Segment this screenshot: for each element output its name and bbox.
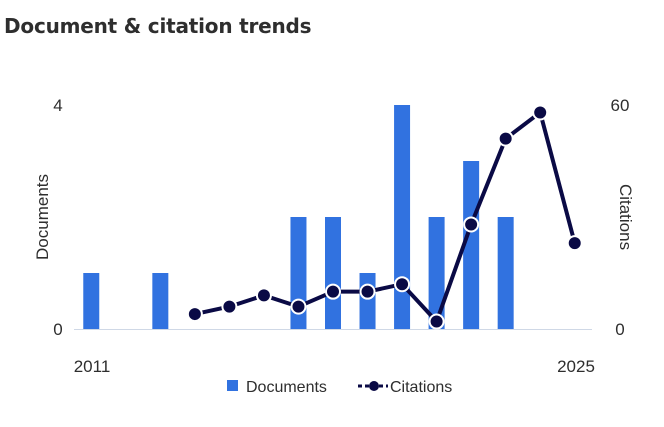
documents-bar-2013 xyxy=(152,273,169,329)
x-tick-label-first: 2011 xyxy=(74,357,111,376)
citations-line xyxy=(186,104,583,330)
y-right-tick-label: 0 xyxy=(615,320,624,339)
documents-bar-2018 xyxy=(325,217,341,329)
documents-bar-2023 xyxy=(497,217,514,329)
y-left-tick-label: 0 xyxy=(53,320,62,339)
documents-bar-2019 xyxy=(359,273,376,329)
legend-label-documents: Documents xyxy=(246,379,327,396)
citations-point-2024 xyxy=(532,104,549,121)
documents-bar-2011 xyxy=(83,273,100,329)
y-left-tick-label: 4 xyxy=(53,96,62,115)
y-left-axis-title: Documents xyxy=(33,174,52,260)
documents-bar-2021 xyxy=(428,217,445,329)
legend-item-documents[interactable]: Documents xyxy=(227,379,327,396)
citations-point-2016 xyxy=(255,287,272,304)
legend: Documents Citations xyxy=(227,379,452,396)
documents-bar-2020 xyxy=(394,105,411,329)
citations-point-2020 xyxy=(394,276,411,293)
y-right-axis-title: Citations xyxy=(616,184,635,250)
citations-point-2019 xyxy=(359,283,376,300)
citations-point-2014 xyxy=(186,306,203,323)
citations-point-2023 xyxy=(497,130,514,147)
citations-point-2018 xyxy=(325,283,341,300)
citations-point-2025 xyxy=(566,235,583,252)
legend-item-citations[interactable]: Citations xyxy=(358,379,452,396)
citations-point-2022 xyxy=(463,216,480,233)
legend-marker xyxy=(369,381,379,391)
citations-point-2015 xyxy=(221,298,238,315)
y-right-tick-label: 60 xyxy=(611,96,630,115)
citations-point-2021 xyxy=(428,313,445,330)
documents-bar-2022 xyxy=(463,161,480,329)
citations-point-2017 xyxy=(290,298,307,315)
chart-title: Document & citation trends xyxy=(4,14,312,38)
citations-polyline xyxy=(194,110,577,324)
legend-label-citations: Citations xyxy=(390,379,452,396)
axes: 0 4 0 60 Documents Citations 2011 2025 xyxy=(33,96,635,376)
x-tick-label-last: 2025 xyxy=(557,357,595,376)
legend-bar-swatch xyxy=(227,380,238,391)
documents-bars xyxy=(83,105,514,329)
